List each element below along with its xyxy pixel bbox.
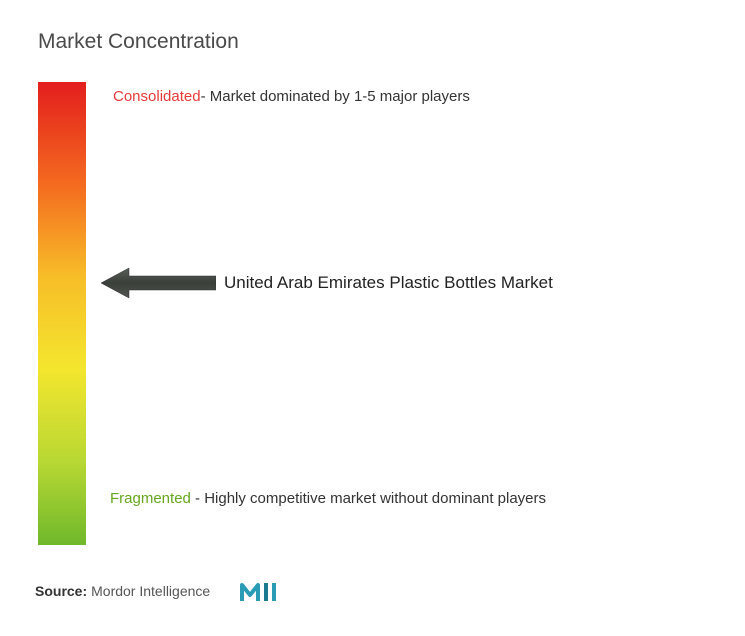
fragmented-desc: - Highly competitive market without domi… <box>191 490 546 507</box>
concentration-gradient-bar <box>38 82 86 545</box>
source-row: Source: Mordor Intelligence <box>35 576 280 606</box>
consolidated-desc: - Market dominated by 1-5 major players <box>201 88 470 105</box>
market-name-label: United Arab Emirates Plastic Bottles Mar… <box>224 273 553 293</box>
fragmented-name: Fragmented <box>110 490 191 507</box>
arrow-indicator: United Arab Emirates Plastic Bottles Mar… <box>101 266 553 300</box>
fragmented-label: Fragmented - Highly competitive market w… <box>110 484 647 514</box>
labels-area: Consolidated- Market dominated by 1-5 ma… <box>86 82 707 545</box>
diagram-content: Consolidated- Market dominated by 1-5 ma… <box>38 82 707 545</box>
consolidated-name: Consolidated <box>113 88 201 105</box>
arrow-icon <box>101 266 216 300</box>
source-label: Source: <box>35 583 87 599</box>
brand-logo-icon <box>240 576 280 606</box>
source-value: Mordor Intelligence <box>91 583 210 599</box>
consolidated-label: Consolidated- Market dominated by 1-5 ma… <box>113 86 470 109</box>
page-title: Market Concentration <box>38 30 707 54</box>
